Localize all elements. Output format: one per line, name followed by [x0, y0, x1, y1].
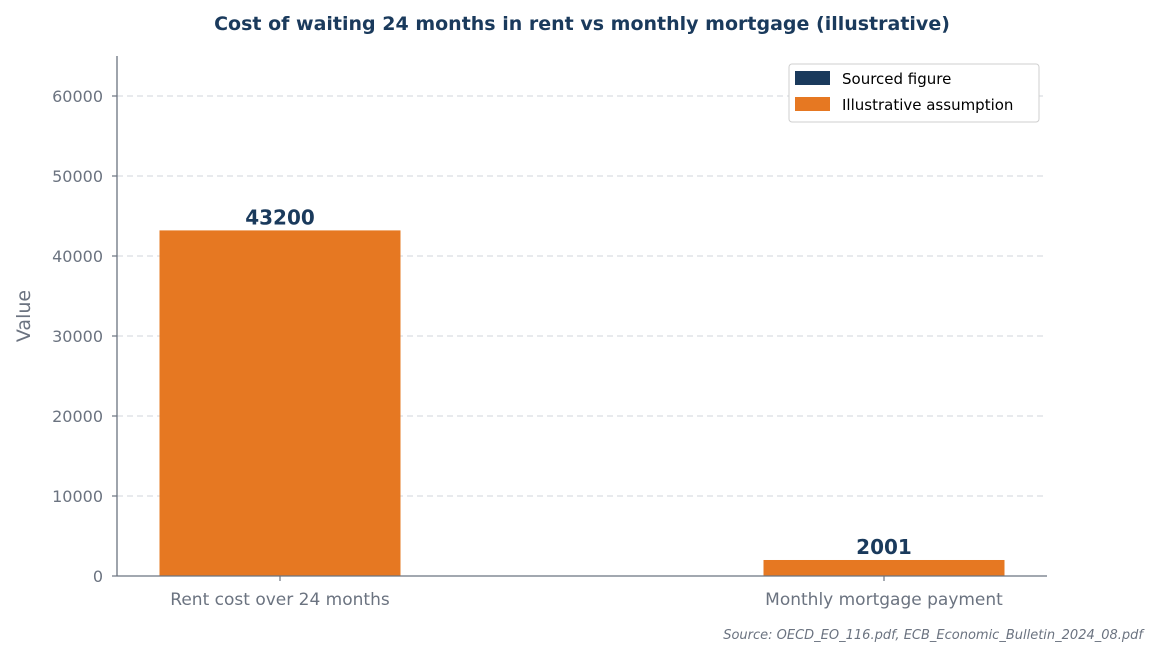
legend-swatch-sourced — [795, 71, 830, 85]
x-tick-label: Monthly mortgage payment — [765, 590, 1003, 610]
y-tick-label: 0 — [93, 567, 103, 586]
chart-title: Cost of waiting 24 months in rent vs mon… — [214, 13, 950, 35]
data-labels: 43200 2001 — [245, 205, 912, 559]
x-ticks: Rent cost over 24 months Monthly mortgage… — [170, 576, 1003, 610]
data-label-2: 2001 — [856, 535, 912, 559]
bars — [159, 230, 1005, 576]
data-label-1: 43200 — [245, 205, 315, 229]
axes — [116, 56, 1047, 577]
legend-label-sourced: Sourced figure — [842, 70, 951, 88]
y-tick-label: 20000 — [52, 407, 103, 426]
x-tick-label: Rent cost over 24 months — [170, 590, 390, 610]
source-note: Source: OECD_EO_116.pdf, ECB_Economic_Bu… — [723, 628, 1145, 643]
legend-box — [788, 63, 1040, 123]
legend-swatch-illustrative — [795, 97, 830, 111]
y-tick-label: 40000 — [52, 247, 103, 266]
bar-1 — [159, 230, 401, 576]
legend: Sourced figure Illustrative assumption — [788, 63, 1040, 123]
y-axis-label: Value — [13, 290, 35, 342]
y-tick-label: 50000 — [52, 167, 103, 186]
y-ticks: 0 10000 20000 30000 40000 50000 60000 — [52, 87, 117, 586]
y-tick-label: 60000 — [52, 87, 103, 106]
y-tick-label: 10000 — [52, 487, 103, 506]
bar-2 — [763, 559, 1005, 576]
legend-label-illustrative: Illustrative assumption — [842, 96, 1013, 114]
y-tick-label: 30000 — [52, 327, 103, 346]
